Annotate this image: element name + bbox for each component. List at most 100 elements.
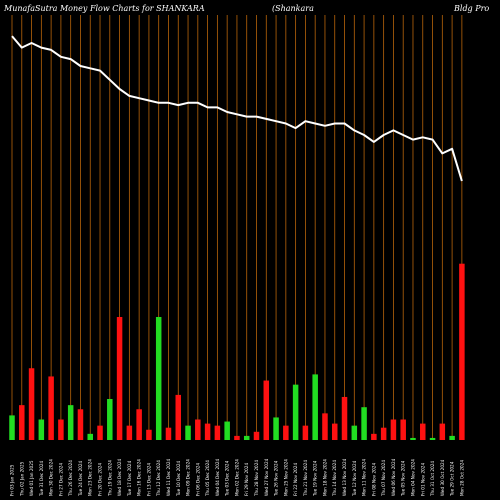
x-tick-label: Fri 22 Nov 2024 <box>293 463 298 496</box>
x-tick-label: Fri 08 Nov 2024 <box>371 463 376 496</box>
x-tick-label: Thu 31 Oct 2024 <box>430 461 435 497</box>
x-tick-label: Tue 31 Dec 2024 <box>39 460 44 497</box>
money-flow-bar <box>195 419 201 440</box>
x-tick-label: Tue 12 Nov 2024 <box>352 460 357 497</box>
chart-title: MunafaSutra Money Flow Charts for SHANKA… <box>3 4 205 13</box>
x-tick-label: Fri 03 Jan 2025 <box>10 464 15 496</box>
x-tick-label: Tue 03 Dec 2024 <box>225 460 230 497</box>
x-tick-label: Fri 13 Dec 2024 <box>146 463 151 496</box>
money-flow-bar <box>116 317 123 440</box>
money-flow-bar <box>253 431 260 440</box>
x-tick-label: Thu 02 Jan 2025 <box>19 461 24 497</box>
x-tick-label: Tue 26 Nov 2024 <box>274 460 279 497</box>
money-flow-bar <box>136 409 142 440</box>
x-tick-label: Thu 21 Nov 2024 <box>303 460 308 497</box>
money-flow-bar <box>77 409 84 440</box>
money-flow-bar <box>400 419 406 440</box>
x-tick-label: Wed 01 Jan 2025 <box>29 460 34 496</box>
money-flow-bar <box>97 425 103 440</box>
x-tick-label: Wed 18 Dec 2024 <box>117 458 122 496</box>
money-flow-bar <box>9 415 15 440</box>
money-flow-bar <box>263 380 270 440</box>
x-tick-label: Tue 19 Nov 2024 <box>313 460 318 497</box>
x-tick-label: Thu 19 Dec 2024 <box>107 460 112 497</box>
money-flow-bar <box>380 427 387 440</box>
money-flow-bar <box>322 413 328 440</box>
x-tick-label: Thu 12 Dec 2024 <box>156 460 161 497</box>
money-flow-bar <box>459 263 465 440</box>
bars <box>9 263 465 440</box>
money-flow-bar <box>146 429 152 440</box>
money-flow-bar <box>185 425 191 440</box>
x-tick-label: Mon 11 Nov 2024 <box>362 459 367 496</box>
x-tick-label: Mon 18 Nov 2024 <box>322 459 327 496</box>
x-tick-label: Mon 25 Nov 2024 <box>283 459 288 496</box>
money-flow-bar <box>341 396 348 440</box>
money-flow-bar <box>165 427 172 440</box>
x-tick-label: Tue 10 Dec 2024 <box>176 460 181 497</box>
money-flow-bar <box>292 384 299 440</box>
x-tick-label: Mon 23 Dec 2024 <box>88 459 93 496</box>
x-tick-label: Fri 01 Nov 2024 <box>420 463 425 496</box>
price-line <box>11 35 463 182</box>
money-flow-bar <box>439 423 446 440</box>
money-flow-bar <box>19 405 25 440</box>
x-tick-label: Thu 14 Nov 2024 <box>332 460 337 497</box>
money-flow-bar <box>429 437 436 440</box>
x-tick-labels: Fri 03 Jan 2025 Thu 02 Jan 2025 Wed 01 Jan… <box>10 458 465 497</box>
x-tick-label: Thu 07 Nov 2024 <box>381 460 386 497</box>
money-flow-bar <box>420 423 426 440</box>
x-tick-label: Tue 05 Nov 2024 <box>401 460 406 497</box>
money-flow-bar <box>331 423 338 440</box>
money-flow-bar <box>204 423 211 440</box>
x-tick-label: Wed 27 Nov 2024 <box>264 458 269 496</box>
x-tick-label: Mon 30 Dec 2024 <box>49 459 54 496</box>
money-flow-bar <box>107 399 113 440</box>
money-flow-bar <box>361 407 367 440</box>
money-flow-bar <box>312 374 318 440</box>
x-tick-label: Wed 04 Dec 2024 <box>215 458 220 496</box>
x-tick-label: Thu 28 Nov 2024 <box>254 460 259 497</box>
money-flow-bar <box>48 376 54 440</box>
money-flow-bar <box>175 394 182 440</box>
money-flow-bar <box>351 425 358 440</box>
x-tick-label: Mon 16 Dec 2024 <box>137 459 142 496</box>
x-tick-label: Tue 29 Oct 2024 <box>450 461 455 497</box>
money-flow-bar <box>67 405 74 440</box>
x-tick-label: Fri 20 Dec 2024 <box>98 463 103 496</box>
money-flow-bar <box>155 317 162 440</box>
company-name-rest: Bldg Pro <box>453 4 489 13</box>
money-flow-bar <box>410 437 416 440</box>
x-tick-label: Tue 17 Dec 2024 <box>127 460 132 497</box>
money-flow-bar <box>449 435 455 440</box>
x-tick-label: Mon 09 Dec 2024 <box>186 459 191 496</box>
x-tick-label: Mon 28 Oct 2024 <box>459 460 464 496</box>
money-flow-bar <box>371 433 377 440</box>
money-flow-bar <box>28 368 35 440</box>
money-flow-bar <box>234 435 240 440</box>
x-tick-label: Fri 06 Dec 2024 <box>195 463 200 496</box>
money-flow-bar <box>38 419 45 440</box>
money-flow-bar <box>302 425 309 440</box>
x-tick-label: Thu 26 Dec 2024 <box>68 460 73 497</box>
money-flow-bar <box>243 435 250 440</box>
x-tick-label: Mon 04 Nov 2024 <box>410 459 415 496</box>
money-flow-bar <box>87 433 93 440</box>
money-flow-bar <box>283 425 289 440</box>
money-flow-bar <box>58 419 64 440</box>
x-tick-label: Wed 11 Dec 2024 <box>166 458 171 496</box>
x-tick-label: Thu 05 Dec 2024 <box>205 460 210 497</box>
x-tick-label: Tue 24 Dec 2024 <box>78 460 83 497</box>
price-line-layer <box>11 35 463 182</box>
grid-lines <box>11 15 463 440</box>
x-tick-label: Wed 30 Oct 2024 <box>440 459 445 496</box>
x-tick-label: Fri 27 Dec 2024 <box>58 463 63 496</box>
money-flow-bar <box>224 421 230 440</box>
money-flow-bar <box>390 419 397 440</box>
x-tick-label: Fri 29 Nov 2024 <box>244 463 249 496</box>
money-flow-bar <box>126 425 133 440</box>
x-tick-label: Wed 13 Nov 2024 <box>342 458 347 496</box>
x-tick-label: Mon 02 Dec 2024 <box>234 459 239 496</box>
